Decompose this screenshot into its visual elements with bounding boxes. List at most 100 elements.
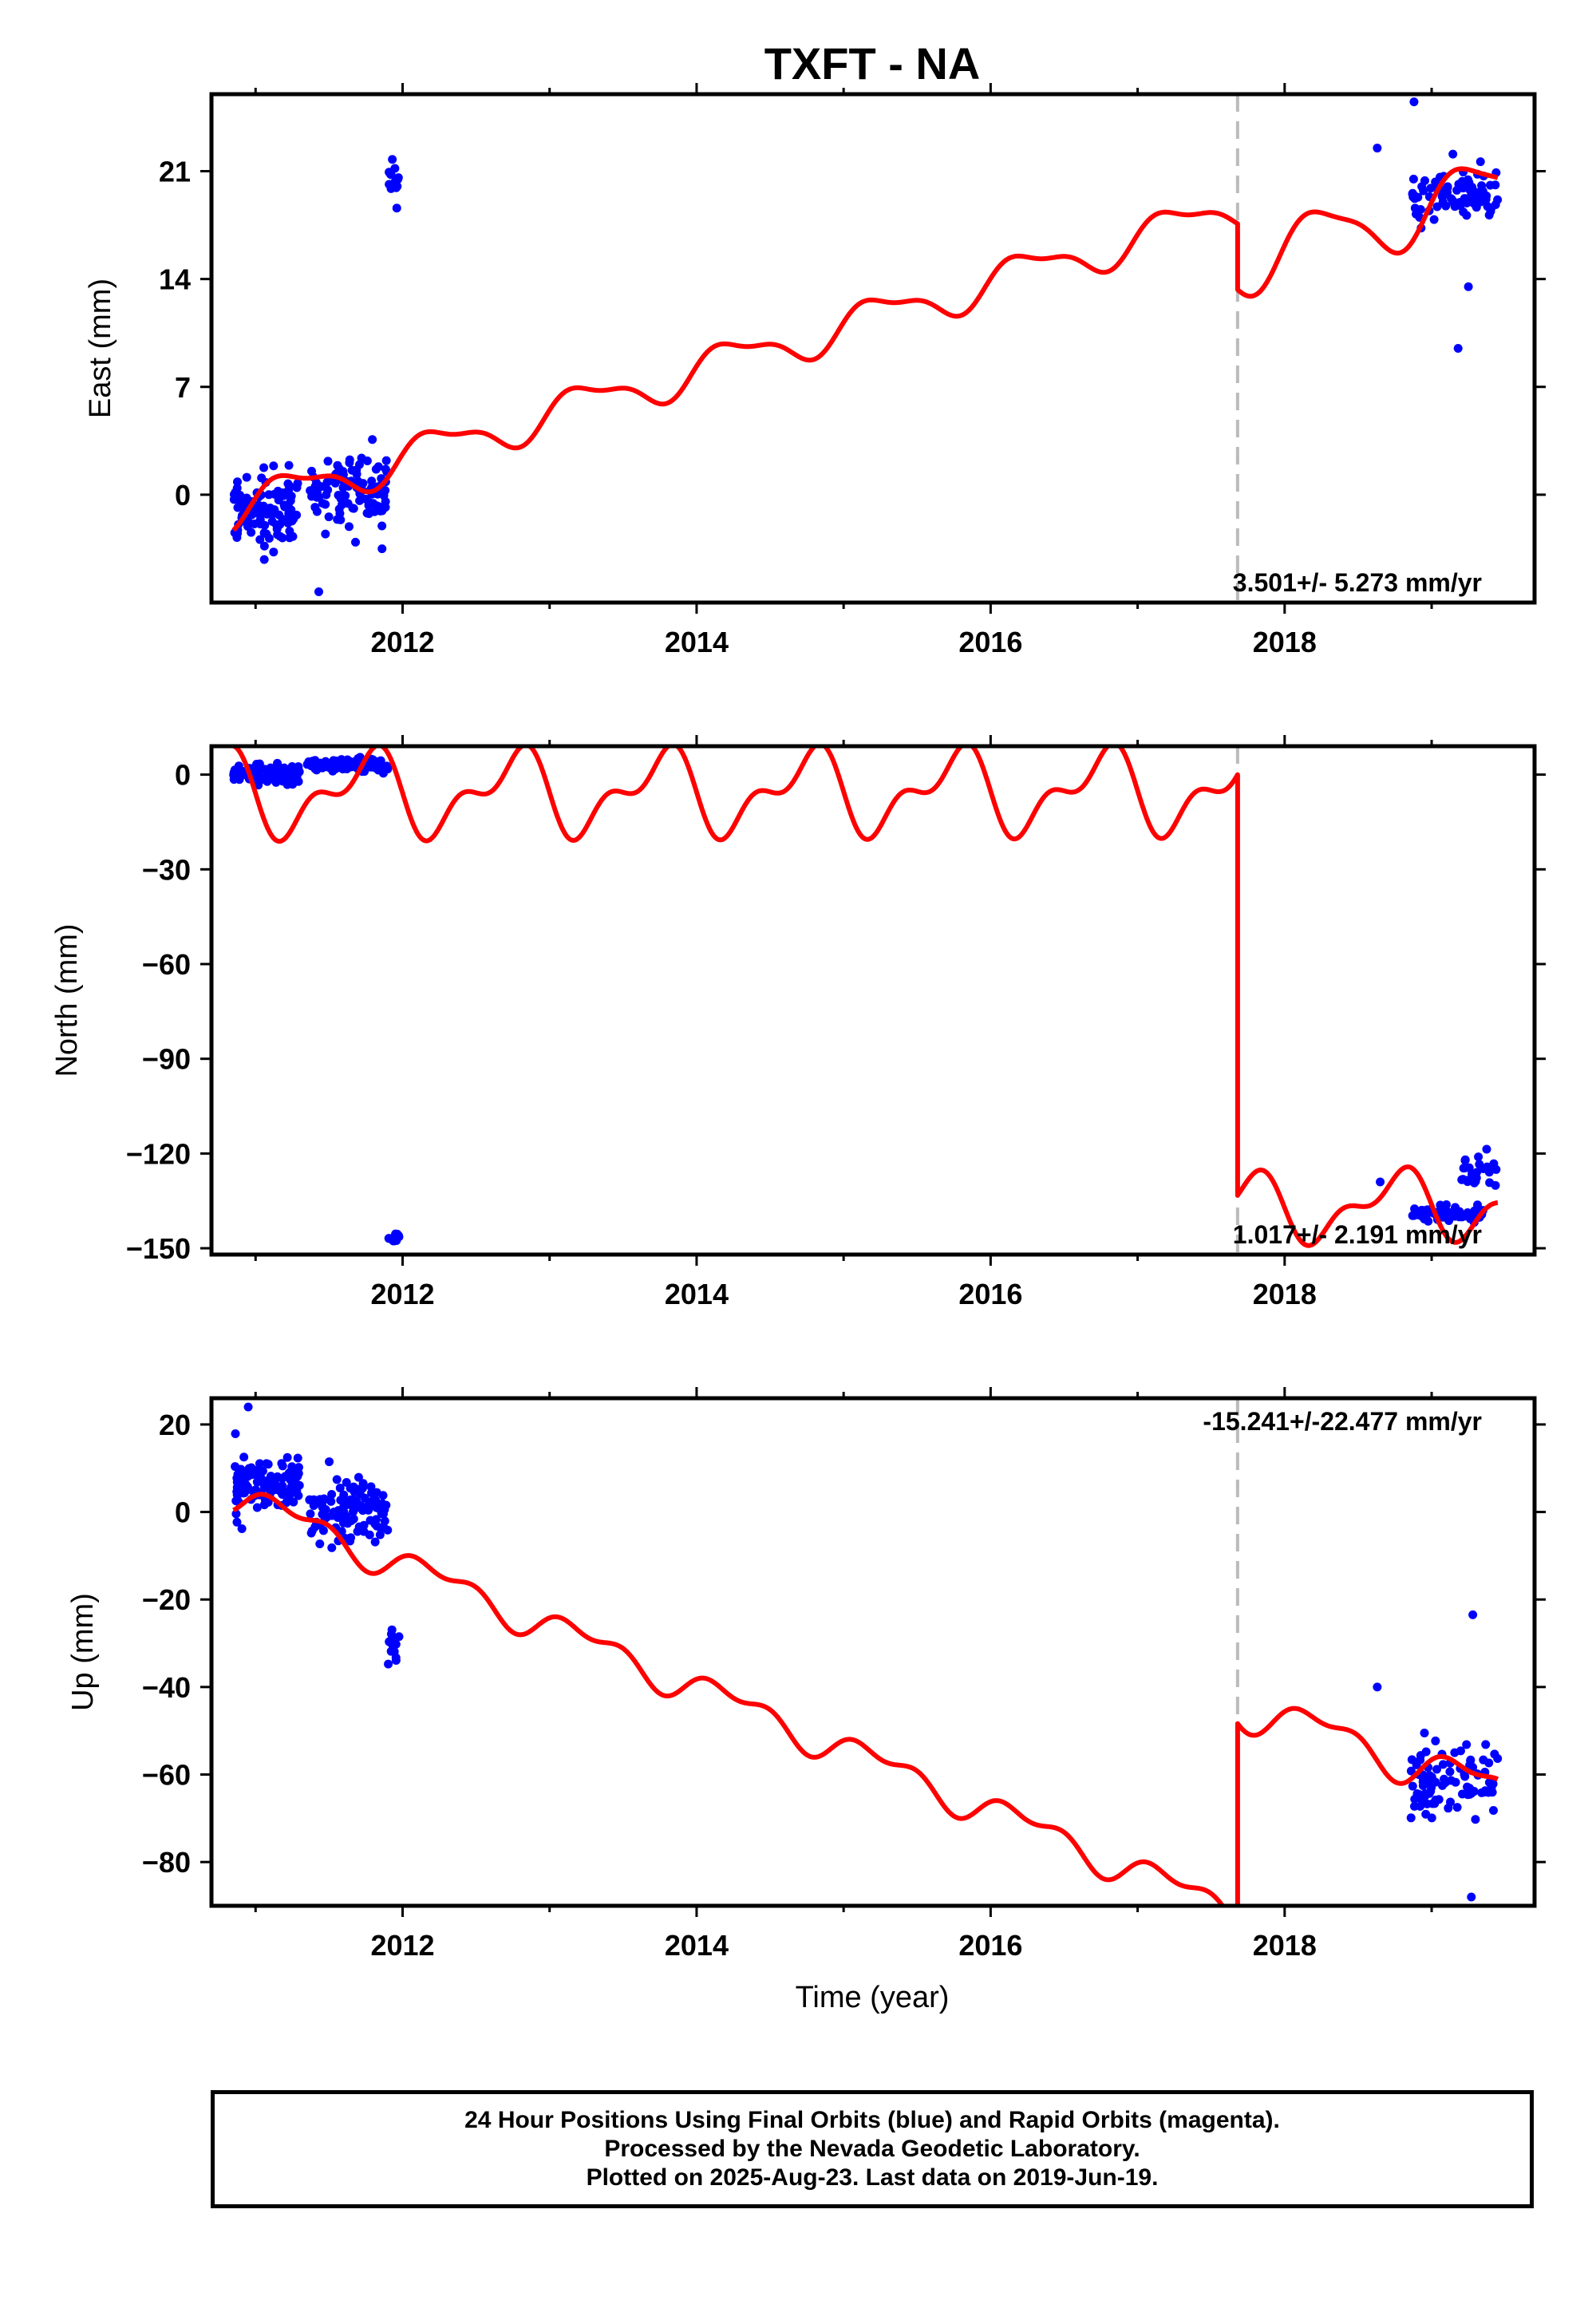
- data-point: [360, 1493, 369, 1503]
- data-point: [232, 1477, 242, 1487]
- y-tick-label: −120: [126, 1137, 191, 1170]
- data-point: [1485, 1178, 1495, 1188]
- data-point: [348, 1507, 358, 1516]
- x-tick-label: 2014: [665, 626, 729, 658]
- data-point: [279, 763, 289, 773]
- data-point: [384, 1659, 393, 1669]
- data-point: [392, 204, 401, 213]
- y-tick-label: 0: [175, 759, 191, 792]
- data-point: [1416, 1801, 1425, 1811]
- data-point: [375, 1530, 385, 1539]
- data-point: [243, 1402, 253, 1412]
- data-point: [244, 1464, 254, 1473]
- data-point: [1476, 192, 1485, 201]
- data-point: [1455, 198, 1464, 207]
- y-tick-label: 7: [175, 371, 191, 404]
- y-tick-label: −30: [142, 853, 191, 886]
- data-point: [325, 1457, 334, 1467]
- data-point: [239, 1452, 249, 1462]
- footer-line-1: 24 Hour Positions Using Final Orbits (bl…: [464, 2107, 1280, 2133]
- data-point: [338, 500, 347, 509]
- x-tick-label: 2012: [370, 1929, 434, 1962]
- data-point: [320, 1495, 330, 1504]
- x-tick-label: 2016: [958, 1278, 1022, 1310]
- data-point: [321, 529, 330, 539]
- data-point: [1482, 1144, 1491, 1154]
- data-point: [324, 512, 334, 522]
- data-point: [1432, 1765, 1442, 1774]
- panel-north: 2012 2014 2016 2018 0 −30 −60 −90 −120 −150 North …: [50, 735, 1546, 1310]
- data-point: [381, 464, 390, 474]
- data-point: [1468, 1610, 1478, 1619]
- data-point: [1475, 1160, 1484, 1169]
- figure-title: TXFT - NA: [764, 38, 981, 89]
- data-point: [275, 510, 284, 520]
- data-point: [380, 1516, 389, 1526]
- x-tick-label: 2016: [958, 1929, 1022, 1962]
- data-point: [1460, 1156, 1470, 1165]
- data-point: [1484, 1778, 1494, 1788]
- data-point: [1373, 144, 1382, 153]
- data-point: [337, 755, 346, 765]
- data-point: [344, 522, 354, 532]
- data-point: [284, 460, 294, 470]
- data-point: [335, 508, 345, 518]
- data-point: [307, 757, 317, 766]
- data-point: [386, 1646, 396, 1656]
- data-point: [278, 1481, 287, 1491]
- data-point: [1464, 193, 1474, 203]
- data-point: [1408, 1781, 1417, 1791]
- data-point: [1446, 1211, 1456, 1220]
- data-point: [1464, 282, 1473, 291]
- data-point: [387, 1639, 397, 1649]
- data-point: [1420, 1728, 1429, 1737]
- data-point: [378, 1491, 388, 1500]
- data-point: [232, 477, 242, 487]
- east-model-curve: [231, 166, 1499, 532]
- x-tick-label: 2018: [1253, 1929, 1317, 1962]
- data-point: [1453, 344, 1463, 353]
- data-point: [373, 765, 383, 775]
- data-point: [1444, 1804, 1453, 1813]
- data-point: [270, 489, 279, 499]
- data-point: [388, 155, 397, 164]
- data-point: [312, 507, 322, 516]
- data-point: [369, 1499, 378, 1508]
- data-point: [394, 1632, 404, 1642]
- x-tick-label: 2014: [665, 1929, 729, 1962]
- data-point: [288, 780, 298, 789]
- data-point: [1465, 186, 1475, 196]
- data-point: [1445, 1767, 1455, 1777]
- data-point: [258, 1466, 267, 1476]
- data-point: [1457, 1789, 1467, 1799]
- data-point: [1431, 1777, 1440, 1787]
- panels: 2012 2014 2016 2018 0 7 14 21 East (mm) 3.501+/- …: [50, 83, 1546, 1962]
- data-point: [1407, 1755, 1416, 1765]
- data-point: [282, 770, 292, 780]
- data-point: [290, 771, 299, 781]
- data-point: [318, 1509, 327, 1519]
- data-point: [284, 1468, 294, 1478]
- data-point: [1408, 189, 1417, 199]
- data-point: [354, 1472, 363, 1482]
- data-point: [1427, 1813, 1436, 1823]
- data-point: [327, 1490, 337, 1500]
- x-tick-label: 2018: [1253, 626, 1317, 658]
- footer-box: 24 Hour Positions Using Final Orbits (bl…: [211, 2090, 1534, 2208]
- data-point: [1416, 1751, 1425, 1761]
- data-point: [344, 757, 354, 766]
- data-point: [264, 533, 274, 543]
- data-point: [345, 455, 354, 464]
- data-point: [349, 1495, 358, 1504]
- data-point: [351, 537, 361, 547]
- data-point: [379, 1501, 389, 1511]
- north-rate-label: 1.017+/- 2.191 mm/yr: [1233, 1220, 1482, 1249]
- data-point: [243, 517, 252, 527]
- footer-line-3: Plotted on 2025-Aug-23. Last data on 201…: [586, 2164, 1159, 2191]
- data-point: [364, 509, 373, 519]
- north-y-axis-label: North (mm): [50, 923, 84, 1077]
- data-point: [294, 1480, 304, 1490]
- east-y-axis-label: East (mm): [84, 279, 117, 418]
- data-point: [1477, 1788, 1487, 1797]
- data-point: [314, 587, 323, 596]
